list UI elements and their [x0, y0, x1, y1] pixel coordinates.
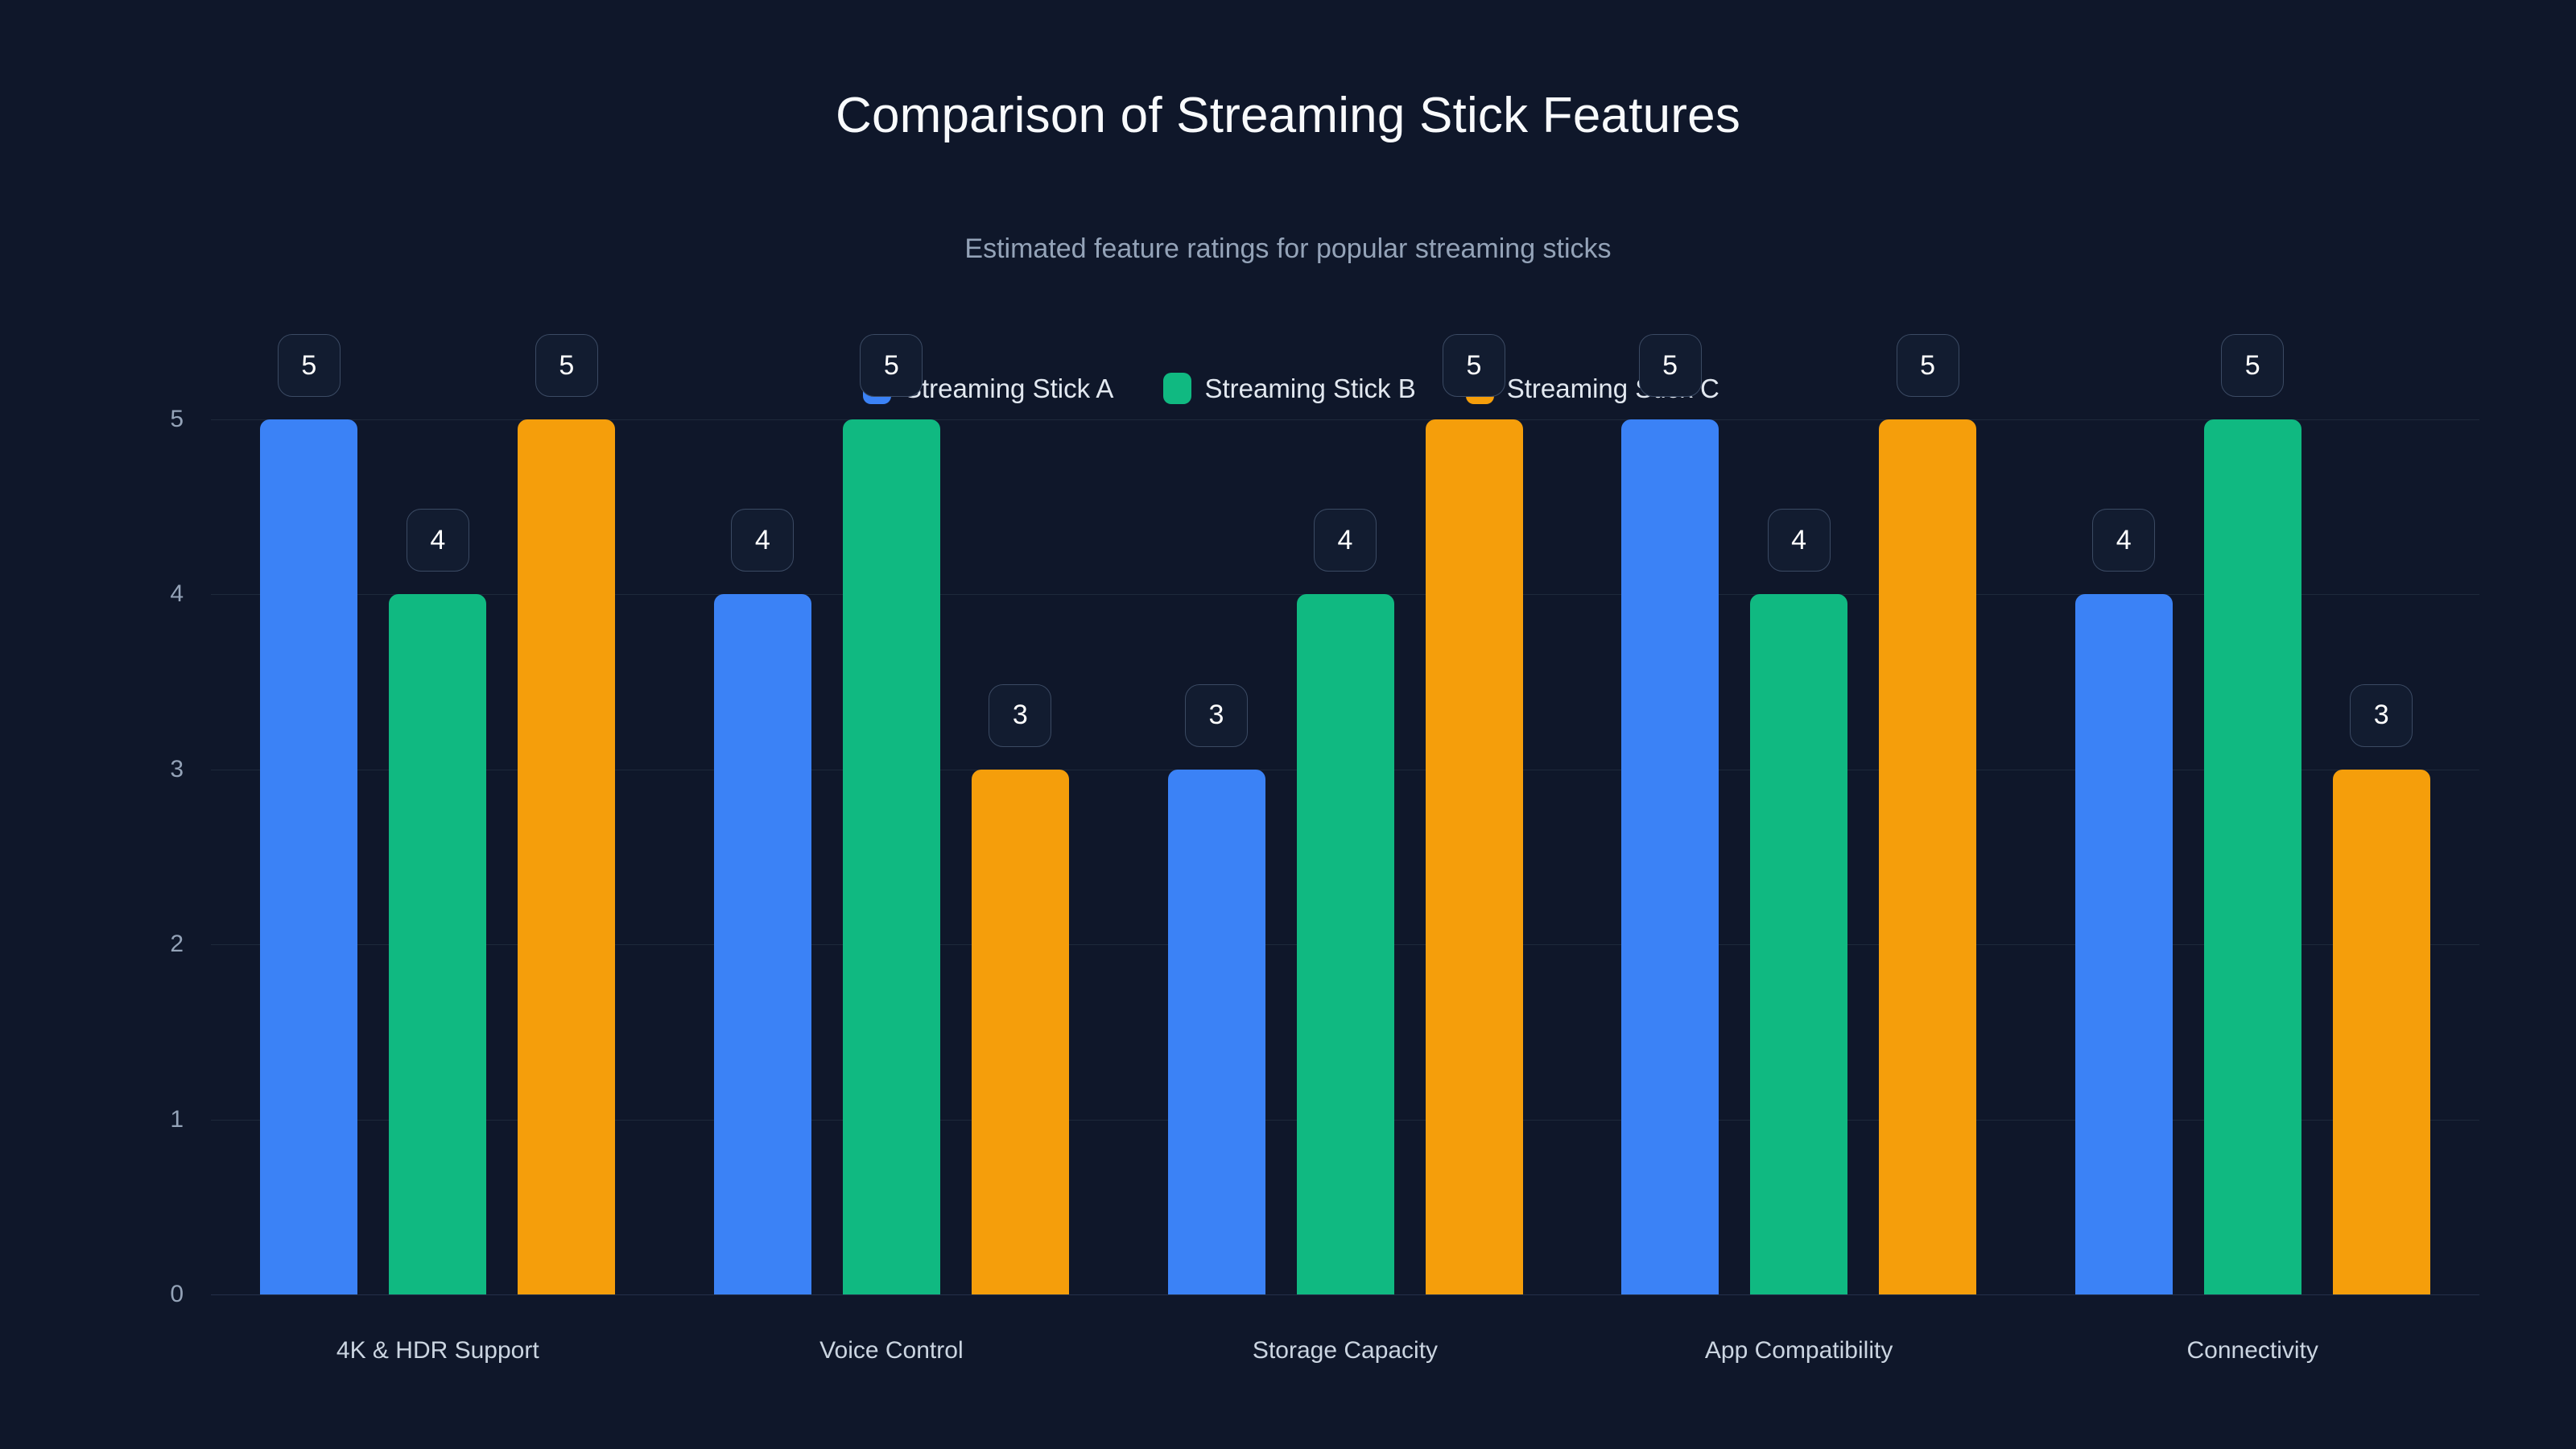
bar[interactable]	[842, 419, 940, 1294]
gridline	[211, 1294, 2479, 1295]
chart-subtitle: Estimated feature ratings for popular st…	[964, 233, 1612, 264]
bar[interactable]	[518, 419, 616, 1294]
bar-value-label: 5	[2221, 334, 2285, 397]
y-axis-tick-label: 4	[170, 580, 184, 608]
y-axis-tick-label: 0	[170, 1281, 184, 1307]
bar[interactable]	[1750, 594, 1848, 1294]
x-axis-category-label: Voice Control	[819, 1337, 964, 1364]
x-axis-category-label: Connectivity	[2186, 1337, 2318, 1364]
x-axis-category-label: Storage Capacity	[1252, 1337, 1439, 1364]
bar-value-label: 4	[406, 509, 469, 572]
bar[interactable]	[971, 769, 1069, 1294]
legend-item-label: Streaming Stick B	[1204, 373, 1416, 403]
chart-title: Comparison of Streaming Stick Features	[835, 88, 1741, 143]
bar[interactable]	[260, 419, 358, 1294]
bar-value-label: 4	[2092, 509, 2156, 572]
bar-value-label: 5	[860, 334, 923, 397]
bar[interactable]	[1296, 594, 1394, 1294]
bar-value-label: 4	[1767, 509, 1831, 572]
bar[interactable]	[2203, 419, 2301, 1294]
bar[interactable]	[1621, 419, 1719, 1294]
bar[interactable]	[389, 594, 487, 1294]
bar-value-label: 5	[1638, 334, 1702, 397]
bar-value-label: 4	[1314, 509, 1377, 572]
y-axis-tick-label: 3	[170, 755, 184, 782]
y-axis-tick-label: 1	[170, 1105, 184, 1133]
bar-value-label: 5	[1443, 334, 1505, 397]
bar-value-label: 3	[1185, 683, 1248, 747]
chart-legend[interactable]: Streaming Stick A Streaming Stick B Stream…	[863, 373, 1719, 404]
legend-swatch-icon	[1163, 373, 1192, 404]
bar-value-label: 5	[535, 334, 598, 397]
gridline	[211, 419, 2479, 420]
x-axis-category-label: 4K & HDR Support	[336, 1337, 539, 1364]
legend-item-label: Streaming Stick A	[904, 373, 1114, 403]
bar-value-label: 4	[731, 509, 795, 572]
x-axis-category-label: App Compatibility	[1704, 1337, 1893, 1364]
bar[interactable]	[1879, 419, 1977, 1294]
y-axis-tick-label: 2	[170, 931, 184, 958]
bar[interactable]	[2332, 769, 2430, 1294]
bar-value-label: 3	[2350, 683, 2413, 747]
bar-value-label: 5	[277, 334, 341, 397]
bar[interactable]	[713, 594, 811, 1294]
bar[interactable]	[1167, 769, 1265, 1294]
bar[interactable]	[2074, 594, 2173, 1294]
bar-value-label: 5	[1896, 334, 1959, 397]
bar-value-label: 3	[989, 683, 1052, 747]
plot-area	[211, 419, 2479, 1295]
bar[interactable]	[1425, 419, 1523, 1294]
legend-item[interactable]: Streaming Stick B	[1163, 373, 1416, 404]
y-axis-tick-label: 5	[170, 406, 184, 432]
